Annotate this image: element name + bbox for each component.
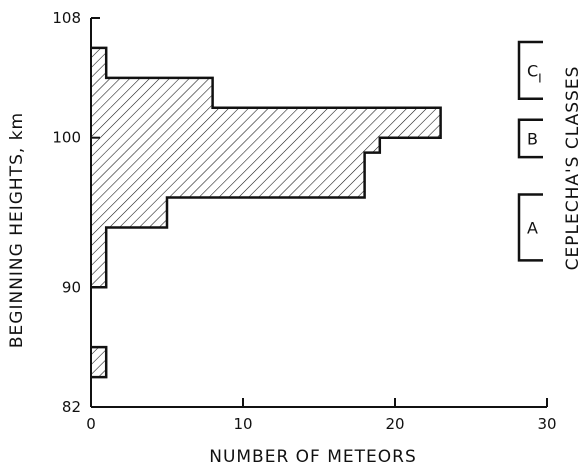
histogram-outline [91,46,442,289]
y-tick-label: 108 [52,9,81,27]
histogram-bar [91,47,107,78]
classes-title: CEPLECHA'S CLASSES [563,66,583,271]
class-label: B [527,129,538,148]
x-axis-label: NUMBER OF METEORS [209,447,417,467]
x-tick-label: 30 [537,415,556,433]
histogram-bar [91,77,213,108]
class-label: CI [527,61,542,85]
class-label-subscript: I [538,71,542,85]
y-axis-label: BEGINNING HEIGHTS, km [7,112,27,348]
histogram-outline [91,345,108,379]
axis-ticks: 82 90 100 108 0 10 20 30 [52,9,556,433]
histogram-bar [91,152,365,198]
x-tick-label: 10 [233,415,252,433]
class-bracket [517,193,543,262]
class-label: A [527,218,538,237]
histogram-bar [91,347,107,378]
histogram-bar [91,227,107,288]
histogram-bars [91,46,442,379]
class-bracket [517,118,543,159]
x-tick-label: 0 [86,415,96,433]
histogram-bar [91,107,441,138]
class-bracket [517,40,543,101]
histogram-bar [91,197,167,228]
histogram-bar [91,137,380,153]
y-tick-label: 100 [52,129,81,147]
x-tick-label: 20 [385,415,404,433]
y-tick-label: 82 [62,398,81,416]
y-tick-label: 90 [62,278,81,296]
ceplecha-classes: A B CI [517,40,543,262]
